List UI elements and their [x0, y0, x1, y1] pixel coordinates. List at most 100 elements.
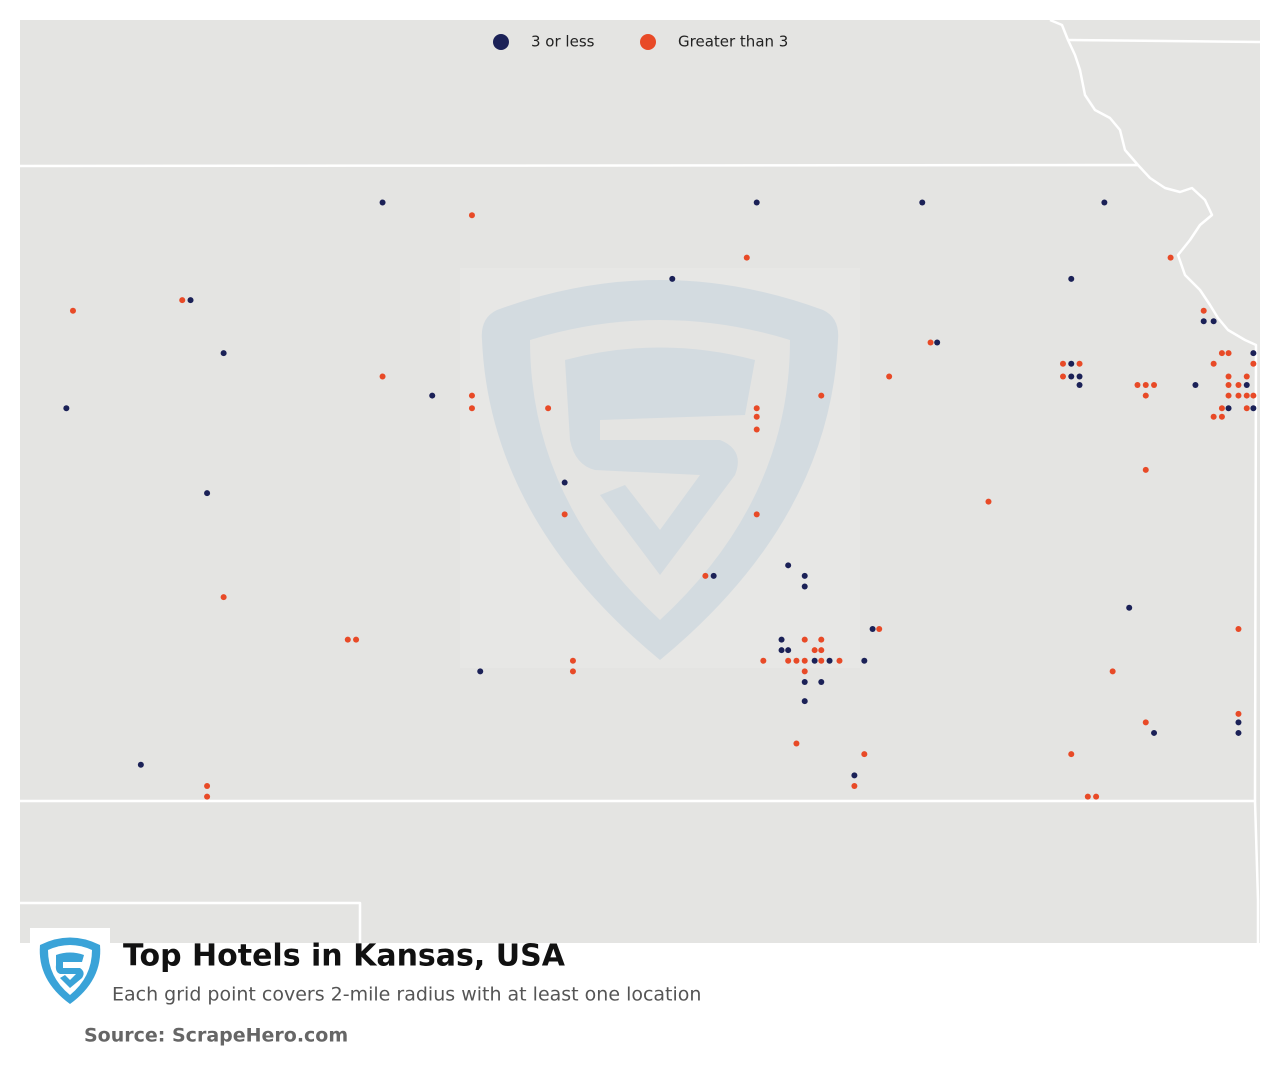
grid-point: [1151, 729, 1158, 736]
grid-point: [801, 572, 808, 579]
grid-point: [778, 647, 785, 654]
title: Top Hotels in Kansas, USA: [123, 939, 566, 974]
grid-point: [1142, 719, 1149, 726]
grid-point: [1235, 719, 1242, 726]
grid-point: [826, 657, 833, 664]
grid-point: [1200, 307, 1207, 314]
grid-point: [801, 583, 808, 590]
grid-point: [220, 350, 227, 357]
grid-point: [187, 297, 194, 304]
grid-point: [1210, 318, 1217, 325]
grid-point: [1059, 373, 1066, 380]
grid-point: [985, 498, 992, 505]
grid-point: [1210, 413, 1217, 420]
grid-point: [1243, 381, 1250, 388]
grid-point: [1068, 751, 1075, 758]
grid-point: [793, 657, 800, 664]
legend: 3 or less Greater than 3: [493, 33, 788, 51]
grid-point: [669, 275, 676, 282]
grid-point: [793, 740, 800, 747]
legend-marker: [640, 34, 656, 50]
grid-point: [468, 392, 475, 399]
grid-point: [1059, 360, 1066, 367]
grid-point: [801, 657, 808, 664]
grid-point: [753, 426, 760, 433]
grid-point: [1250, 405, 1257, 412]
grid-point: [934, 339, 941, 346]
grid-point: [753, 199, 760, 206]
grid-point: [179, 297, 186, 304]
grid-point: [1109, 668, 1116, 675]
grid-point: [1142, 392, 1149, 399]
grid-point: [801, 636, 808, 643]
grid-point: [1142, 466, 1149, 473]
grid-point: [1101, 199, 1108, 206]
grid-point: [1243, 373, 1250, 380]
grid-point: [818, 657, 825, 664]
grid-point: [204, 782, 211, 789]
grid-point: [1250, 392, 1257, 399]
source: Source: ScrapeHero.com: [84, 1025, 348, 1047]
grid-point: [753, 511, 760, 518]
grid-point: [1142, 381, 1149, 388]
grid-point: [818, 636, 825, 643]
grid-point: [1068, 275, 1075, 282]
grid-point: [1068, 373, 1075, 380]
grid-point: [561, 479, 568, 486]
grid-point: [886, 373, 893, 380]
grid-point: [204, 490, 211, 497]
grid-point: [204, 793, 211, 800]
grid-point: [1243, 392, 1250, 399]
grid-point: [1126, 604, 1133, 611]
grid-point: [710, 572, 717, 579]
grid-point: [836, 657, 843, 664]
grid-point: [919, 199, 926, 206]
state-borders: [19, 18, 1261, 943]
grid-point: [220, 594, 227, 601]
grid-point: [477, 668, 484, 675]
watermark: [460, 268, 860, 668]
grid-point: [1076, 381, 1083, 388]
legend-label: Greater than 3: [678, 33, 788, 51]
grid-point: [818, 679, 825, 686]
grid-point: [1225, 392, 1232, 399]
grid-point: [1076, 360, 1083, 367]
grid-point: [468, 405, 475, 412]
grid-point: [1076, 373, 1083, 380]
grid-point: [1235, 392, 1242, 399]
grid-point: [811, 647, 818, 654]
grid-point: [1068, 360, 1075, 367]
legend-marker: [493, 34, 509, 50]
grid-point: [785, 562, 792, 569]
grid-point: [1225, 381, 1232, 388]
grid-point: [861, 751, 868, 758]
grid-point: [1218, 405, 1225, 412]
grid-point: [1084, 793, 1091, 800]
grid-point: [1235, 625, 1242, 632]
subtitle: Each grid point covers 2-mile radius wit…: [112, 984, 701, 1006]
grid-point: [753, 413, 760, 420]
grid-point: [353, 636, 360, 643]
grid-point: [1225, 373, 1232, 380]
grid-point: [876, 625, 883, 632]
grid-point: [927, 339, 934, 346]
grid-point: [801, 698, 808, 705]
grid-point: [1151, 381, 1158, 388]
grid-point: [429, 392, 436, 399]
grid-point: [811, 657, 818, 664]
grid-point: [1192, 381, 1199, 388]
grid-point: [1225, 405, 1232, 412]
grid-point: [801, 679, 808, 686]
grid-point: [1218, 413, 1225, 420]
grid-point: [468, 212, 475, 219]
grid-point: [778, 636, 785, 643]
grid-point: [1225, 350, 1232, 357]
grid-point: [861, 657, 868, 664]
grid-point: [569, 657, 576, 664]
grid-point: [785, 657, 792, 664]
logo: [30, 928, 110, 1008]
grid-point: [137, 761, 144, 768]
grid-point: [379, 373, 386, 380]
grid-point: [702, 572, 709, 579]
